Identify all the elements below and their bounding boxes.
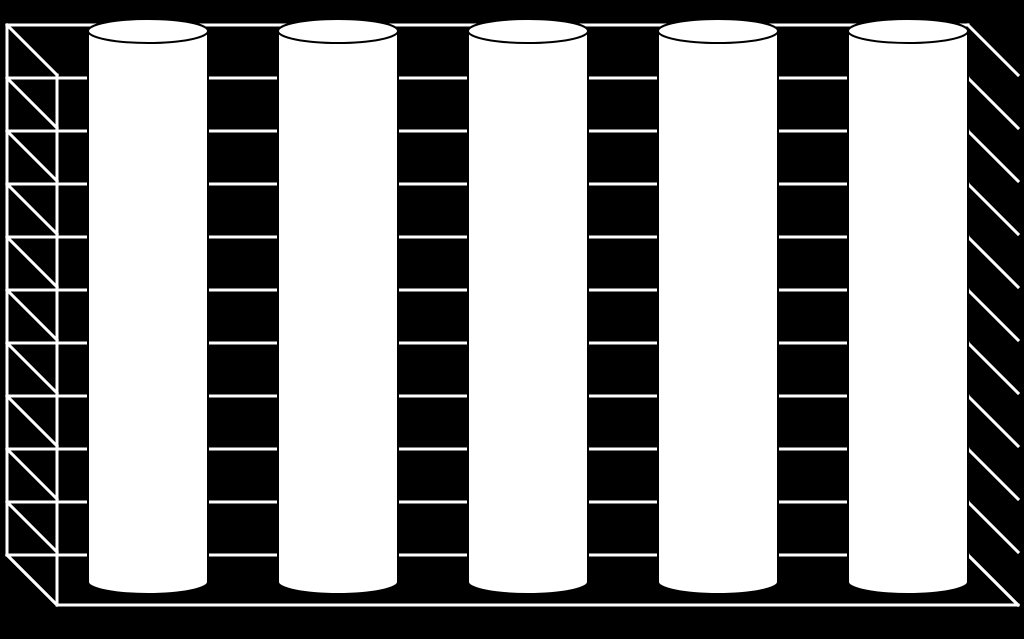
chart-container xyxy=(0,0,1024,639)
bar-5 xyxy=(848,19,968,594)
bar-4 xyxy=(658,19,778,594)
bar-2 xyxy=(278,19,398,594)
bar-3 xyxy=(468,19,588,594)
cylinder-bar-chart xyxy=(0,0,1024,639)
bar-1 xyxy=(88,19,208,594)
